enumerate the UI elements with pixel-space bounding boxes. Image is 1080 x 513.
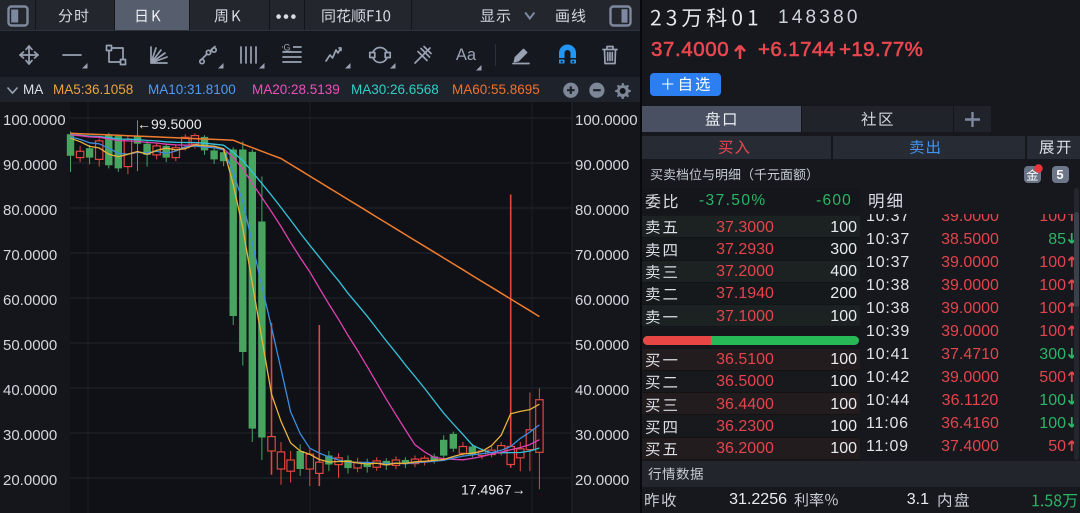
svg-text:40.0000: 40.0000 — [575, 382, 629, 399]
svg-text:←99.5000: ←99.5000 — [137, 116, 202, 132]
svg-text:50.0000: 50.0000 — [3, 337, 57, 354]
svg-text:70.0000: 70.0000 — [575, 247, 629, 264]
svg-text:60.0000: 60.0000 — [575, 292, 629, 309]
svg-text:100.0000: 100.0000 — [575, 112, 638, 129]
svg-text:20.0000: 20.0000 — [575, 472, 629, 489]
svg-text:100.0000: 100.0000 — [3, 112, 66, 129]
svg-text:50.0000: 50.0000 — [575, 337, 629, 354]
svg-text:30.0000: 30.0000 — [575, 427, 629, 444]
svg-text:40.0000: 40.0000 — [3, 382, 57, 399]
svg-text:20.0000: 20.0000 — [3, 472, 57, 489]
svg-text:80.0000: 80.0000 — [575, 202, 629, 219]
svg-text:G: G — [284, 43, 291, 53]
svg-text:30.0000: 30.0000 — [3, 427, 57, 444]
svg-text:70.0000: 70.0000 — [3, 247, 57, 264]
svg-text:80.0000: 80.0000 — [3, 202, 57, 219]
svg-text:90.0000: 90.0000 — [3, 157, 57, 174]
svg-text:60.0000: 60.0000 — [3, 292, 57, 309]
svg-text:17.4967→: 17.4967→ — [461, 481, 526, 497]
svg-text:90.0000: 90.0000 — [575, 157, 629, 174]
